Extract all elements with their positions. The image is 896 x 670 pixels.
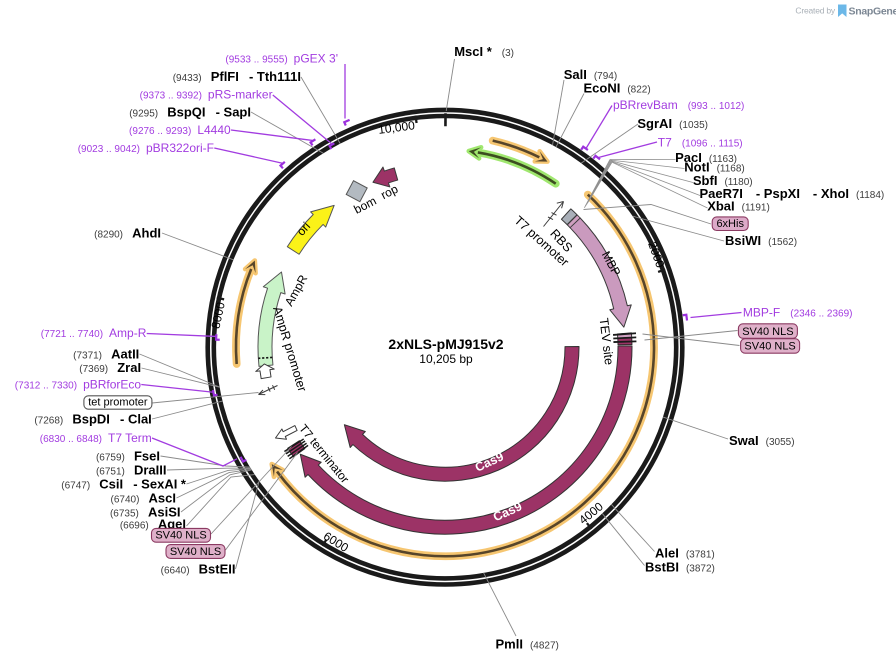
svg-text:SnapGene: SnapGene: [849, 6, 896, 18]
svg-text:Created by: Created by: [795, 6, 836, 16]
svg-text:MBP-F (2346 .. 2369): MBP-F (2346 .. 2369): [743, 306, 853, 320]
svg-text:pBRrevBam (993 .. 1012): pBRrevBam (993 .. 1012): [613, 98, 744, 112]
svg-text:6xHis: 6xHis: [716, 218, 744, 230]
svg-text:tet promoter: tet promoter: [88, 397, 148, 409]
svg-text:SV40 NLS: SV40 NLS: [742, 326, 793, 338]
svg-text:SV40 NLS: SV40 NLS: [170, 546, 221, 558]
svg-text:(9023 .. 9042) pBR322ori-F: (9023 .. 9042) pBR322ori-F: [78, 141, 214, 155]
svg-text:SV40 NLS: SV40 NLS: [744, 341, 795, 353]
svg-text:10,205 bp: 10,205 bp: [419, 352, 473, 366]
svg-text:(9373 .. 9392) pRS-marker: (9373 .. 9392) pRS-marker: [140, 88, 273, 102]
svg-text:(6830 .. 6848) T7 Term: (6830 .. 6848) T7 Term: [40, 431, 152, 445]
svg-text:SV40 NLS: SV40 NLS: [155, 530, 206, 542]
svg-text:(9533 .. 9555) pGEX 3': (9533 .. 9555) pGEX 3': [225, 52, 338, 66]
svg-text:2xNLS-pMJ915v2: 2xNLS-pMJ915v2: [388, 336, 503, 352]
svg-text:(7312 .. 7330) pBRforEco: (7312 .. 7330) pBRforEco: [15, 378, 142, 392]
svg-text:(7721 .. 7740) Amp-R: (7721 .. 7740) Amp-R: [41, 326, 147, 340]
svg-text:(9276 .. 9293) L4440: (9276 .. 9293) L4440: [129, 123, 231, 137]
svg-text:T7 (1096 .. 1115): T7 (1096 .. 1115): [658, 136, 743, 150]
